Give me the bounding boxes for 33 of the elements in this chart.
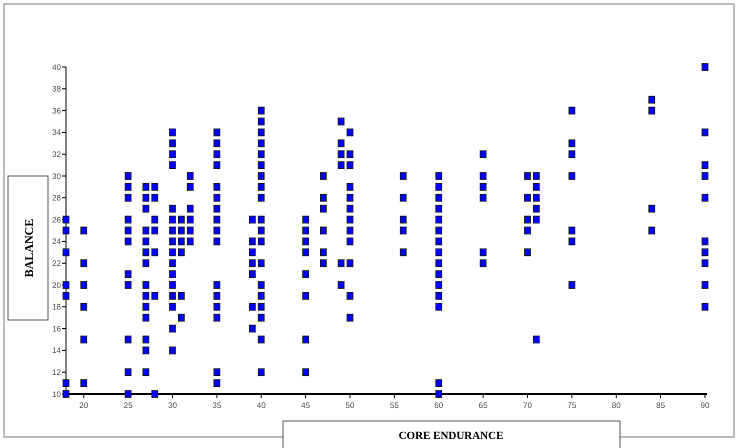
x-tick-label: 35 [212,401,222,410]
y-tick-label: 30 [52,172,62,181]
y-tick-label: 14 [52,346,62,356]
y-tick-label: 38 [52,84,62,94]
y-tick-label: 40 [52,62,62,72]
x-tick-label: 80 [612,401,622,410]
y-tick-label: 22 [52,259,62,268]
y-axis-title: BALANCE [22,218,36,278]
y-tick-label: 24 [52,237,62,246]
y-tick-label: 18 [52,302,62,312]
x-tick-label: 60 [434,401,444,410]
x-tick-label: 90 [700,401,710,410]
x-tick-label: 25 [124,401,134,410]
x-tick-label: 55 [390,401,400,410]
x-tick-label: 30 [168,401,178,410]
x-tick-label: 50 [346,401,355,410]
x-tick-label: 20 [79,401,89,410]
x-axis-title: CORE ENDURANCE [398,430,504,442]
x-tick-label: 65 [478,401,488,410]
y-tick-label: 36 [52,106,62,116]
x-tick-label: 45 [301,401,311,410]
x-tick-label: 85 [656,401,666,410]
x-tick-label: 75 [567,401,577,410]
y-tick-label: 10 [52,390,62,399]
x-tick-label: 70 [523,401,532,410]
y-tick-label: 34 [52,128,62,138]
y-tick-label: 32 [52,150,62,159]
y-tick-label: 28 [52,194,62,203]
y-tick-label: 16 [52,324,62,334]
x-tick-label: 40 [256,401,266,410]
y-tick-label: 20 [52,280,62,290]
y-tick-label: 12 [52,368,62,377]
y-tick-label: 26 [52,215,62,224]
